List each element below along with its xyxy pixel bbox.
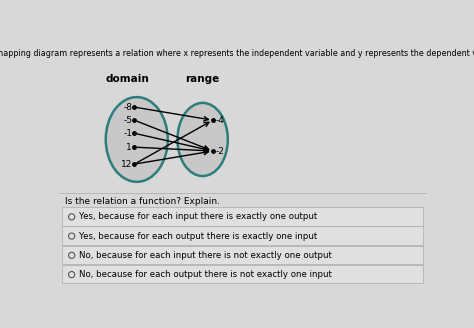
Ellipse shape bbox=[177, 103, 228, 176]
FancyBboxPatch shape bbox=[63, 207, 423, 226]
Text: domain: domain bbox=[106, 74, 149, 84]
Text: range: range bbox=[185, 74, 220, 84]
Text: -1: -1 bbox=[123, 129, 132, 138]
Text: -5: -5 bbox=[123, 116, 132, 125]
Text: -2: -2 bbox=[216, 147, 225, 155]
Text: -8: -8 bbox=[123, 103, 132, 112]
FancyBboxPatch shape bbox=[63, 246, 423, 264]
FancyBboxPatch shape bbox=[63, 265, 423, 283]
Text: 12: 12 bbox=[121, 160, 132, 169]
FancyBboxPatch shape bbox=[63, 226, 423, 245]
Text: No, because for each output there is not exactly one input: No, because for each output there is not… bbox=[80, 270, 332, 279]
Text: The mapping diagram represents a relation where x represents the independent var: The mapping diagram represents a relatio… bbox=[0, 49, 474, 58]
Text: 1: 1 bbox=[127, 143, 132, 152]
Text: Yes, because for each input there is exactly one output: Yes, because for each input there is exa… bbox=[80, 212, 318, 221]
Text: -4: -4 bbox=[216, 116, 225, 125]
Ellipse shape bbox=[106, 97, 168, 182]
Text: Is the relation a function? Explain.: Is the relation a function? Explain. bbox=[65, 197, 220, 206]
Text: Yes, because for each output there is exactly one input: Yes, because for each output there is ex… bbox=[80, 232, 318, 241]
Text: No, because for each input there is not exactly one output: No, because for each input there is not … bbox=[80, 251, 332, 260]
